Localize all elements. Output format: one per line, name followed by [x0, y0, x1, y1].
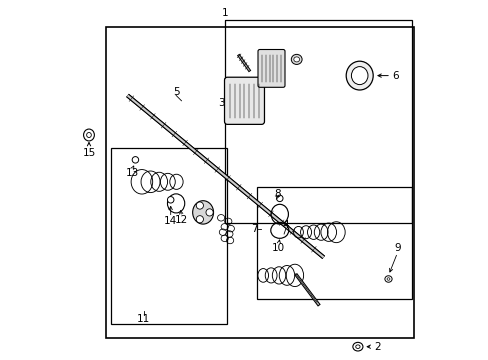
- Bar: [257, 187, 411, 299]
- Text: 13: 13: [125, 168, 139, 178]
- Text: 3: 3: [217, 98, 224, 108]
- Bar: [106, 27, 413, 338]
- Text: 12: 12: [175, 215, 188, 225]
- Text: 10: 10: [272, 243, 285, 253]
- Text: 15: 15: [82, 148, 96, 158]
- Ellipse shape: [83, 129, 94, 141]
- Text: 8: 8: [274, 189, 281, 199]
- Text: 14: 14: [164, 216, 177, 226]
- FancyBboxPatch shape: [224, 77, 264, 125]
- Circle shape: [276, 195, 283, 202]
- Text: 11: 11: [137, 314, 150, 324]
- Circle shape: [196, 202, 203, 209]
- Ellipse shape: [386, 278, 389, 280]
- Ellipse shape: [192, 201, 213, 224]
- Ellipse shape: [86, 132, 91, 138]
- Ellipse shape: [293, 57, 299, 62]
- Circle shape: [167, 197, 174, 203]
- Circle shape: [196, 216, 203, 223]
- Ellipse shape: [384, 276, 391, 282]
- Text: 9: 9: [393, 243, 400, 253]
- Ellipse shape: [346, 61, 372, 90]
- Ellipse shape: [352, 342, 362, 351]
- FancyBboxPatch shape: [258, 49, 285, 87]
- Ellipse shape: [351, 67, 367, 85]
- Text: 2: 2: [374, 342, 380, 352]
- Bar: [224, 20, 411, 223]
- Bar: [111, 148, 226, 324]
- Circle shape: [205, 209, 213, 216]
- Ellipse shape: [355, 345, 359, 348]
- Text: 5: 5: [172, 87, 179, 97]
- Text: 7: 7: [251, 224, 257, 234]
- Circle shape: [132, 157, 139, 163]
- Text: 6: 6: [391, 71, 398, 81]
- Text: 4: 4: [282, 220, 288, 230]
- Text: 1: 1: [221, 8, 227, 18]
- Ellipse shape: [291, 54, 302, 64]
